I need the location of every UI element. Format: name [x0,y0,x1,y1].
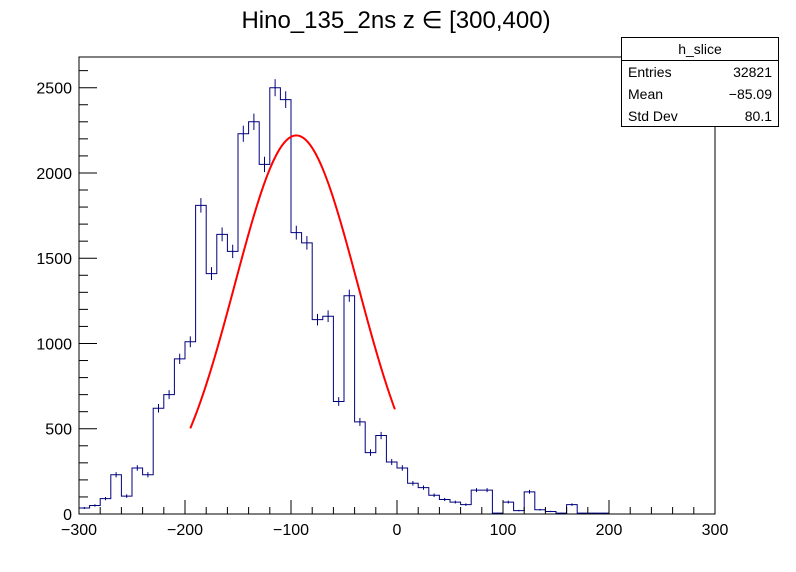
x-tick-label: −300 [61,522,97,539]
stats-row-stddev: Std Dev 80.1 [622,105,778,127]
y-tick-label: 500 [45,422,72,439]
y-tick-label: 1000 [36,336,72,353]
x-tick-label: −100 [273,522,309,539]
stats-box-title: h_slice [622,38,778,61]
plot-frame [78,56,716,515]
x-tick-label: 200 [596,522,623,539]
stats-box: h_slice Entries 32821 Mean −85.09 Std De… [621,37,779,127]
stats-label: Entries [628,64,672,80]
stats-label: Std Dev [628,108,678,124]
stats-value: 80.1 [744,108,772,124]
x-tick-label: 0 [393,522,402,539]
x-tick-label: 300 [702,522,729,539]
axis-layer: −300 −200 −100 0 100 200 300 0 500 1000 1500 2000 25… [36,70,729,539]
histogram-outline [78,87,610,514]
x-tick-label: 100 [490,522,517,539]
y-tick-label: 2000 [36,166,72,183]
stats-label: Mean [628,86,664,102]
chart-title: Hino_135_2ns z ∈ [300,400) [241,7,550,34]
x-tick-label: −200 [167,522,203,539]
y-tick-label: 0 [63,507,72,524]
stats-value: 32821 [733,64,772,80]
fit-layer [189,134,396,429]
y-tick-label: 2500 [36,81,72,98]
gaussian-fit-curve [189,134,396,429]
stats-row-mean: Mean −85.09 [622,83,778,105]
stats-row-entries: Entries 32821 [622,61,778,83]
histogram-layer [78,79,610,514]
y-tick-label: 1500 [36,251,72,268]
stats-value: −85.09 [728,86,772,102]
